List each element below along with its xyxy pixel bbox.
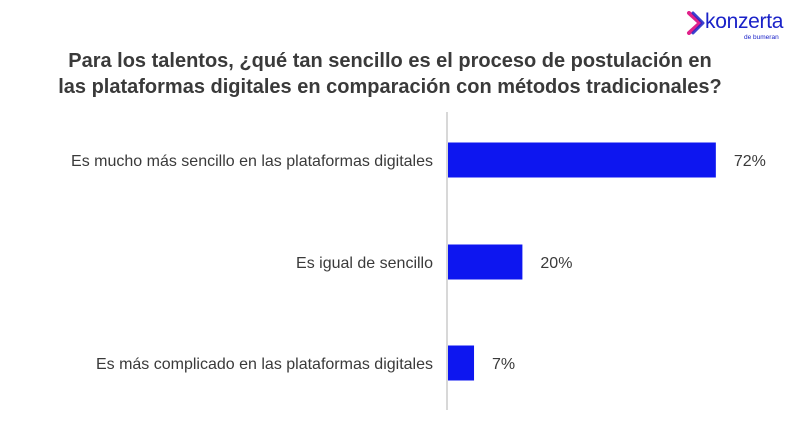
chart-title-line-1: Para los talentos, ¿qué tan sencillo es … <box>68 50 712 72</box>
category-label: Es igual de sencillo <box>296 255 433 272</box>
value-label: 72% <box>734 153 766 170</box>
value-label: 20% <box>540 255 572 272</box>
brand-logo: konzerta de bumeran <box>686 8 796 42</box>
chart-title: Para los talentos, ¿qué tan sencillo es … <box>20 48 760 100</box>
value-label: 7% <box>492 356 515 373</box>
category-label: Es mucho más sencillo en las plataformas… <box>71 153 433 170</box>
bar <box>448 244 523 280</box>
category-label: Es más complicado en las plataformas dig… <box>96 356 433 373</box>
chart-title-line-2: las plataformas digitales en comparación… <box>58 76 722 98</box>
logo-chevron-icon <box>687 11 705 35</box>
bar <box>448 142 716 178</box>
logo-subtext: de bumeran <box>744 34 779 41</box>
bar <box>448 345 475 381</box>
logo-wordmark: konzerta <box>705 10 784 33</box>
